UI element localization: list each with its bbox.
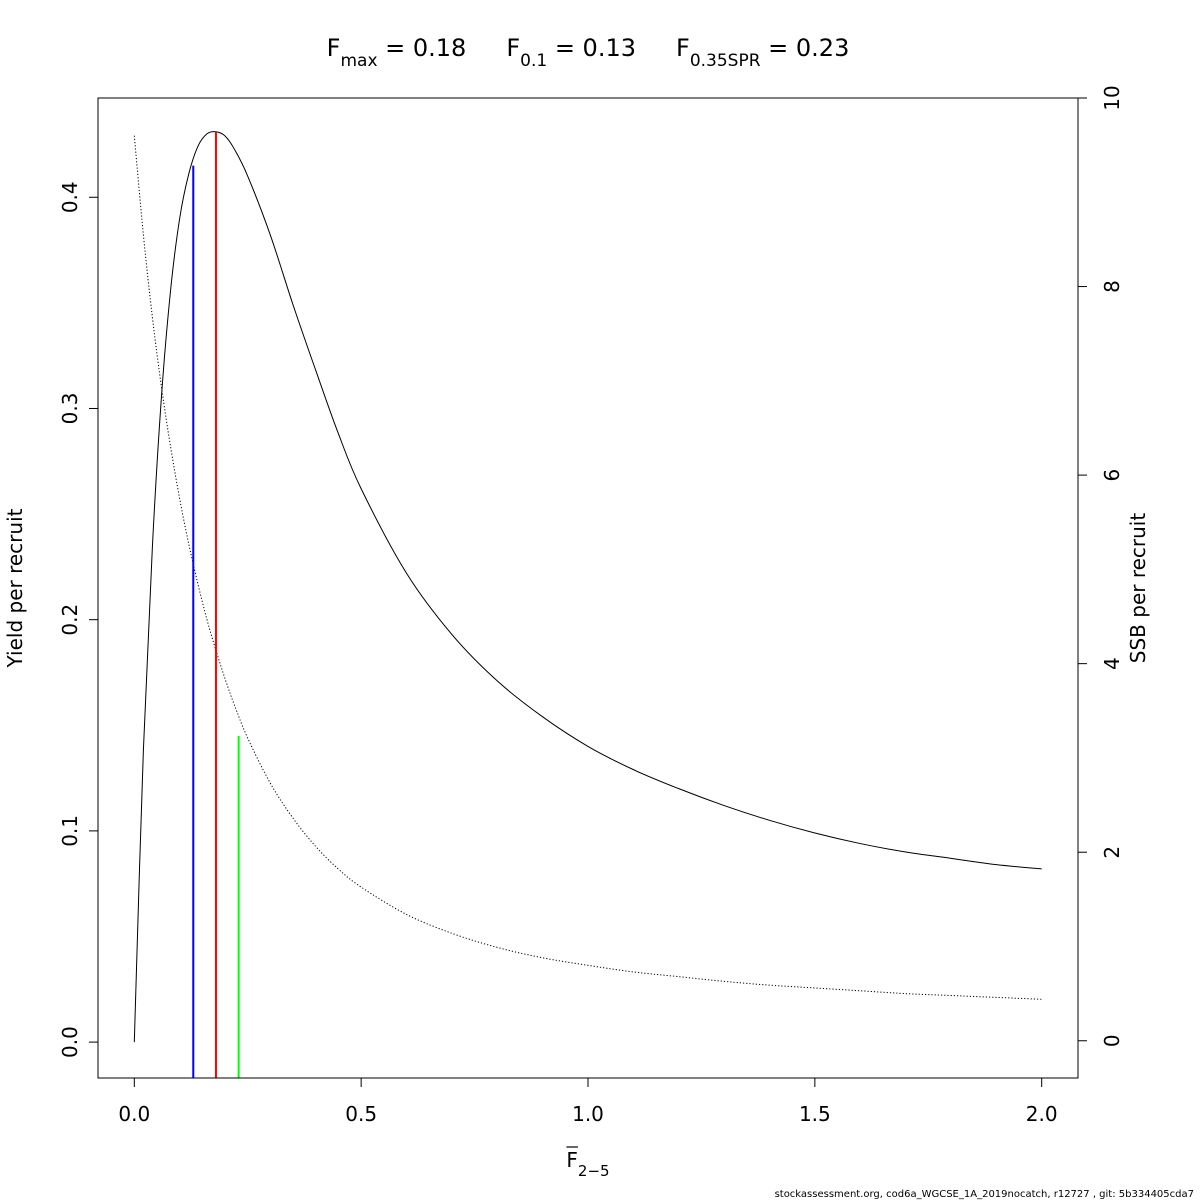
x-tick-label: 0.5 (345, 1102, 377, 1126)
y2-tick-label: 6 (1100, 469, 1124, 482)
y2-tick-label: 2 (1100, 846, 1124, 859)
footer-note: stockassessment.org, cod6a_WGCSE_1A_2019… (775, 1189, 1194, 1200)
y-tick-label: 0.0 (58, 1026, 82, 1058)
reference-lines-layer (192, 131, 240, 1078)
x-axis-title-symbol: F (566, 1148, 578, 1172)
y-tick-label: 0.1 (58, 815, 82, 847)
title-item-1-symbol: F (506, 34, 520, 62)
title-item-1-subscript: 0.1 (520, 51, 547, 71)
y-axis-right: 0 2 4 6 8 10 (1077, 85, 1124, 1047)
title-item-2-subscript: 0.35SPR (690, 51, 761, 71)
y-axis-left: 0.0 0.1 0.2 0.3 0.4 (58, 181, 99, 1058)
series-layer (133, 131, 1042, 1043)
x-tick-label: 2.0 (1026, 1102, 1058, 1126)
x-tick-label: 1.5 (799, 1102, 831, 1126)
y-axis-title: Yield per recruit (3, 508, 27, 668)
title-item-2-symbol: F (676, 34, 690, 62)
title-item-0-symbol: F (327, 34, 341, 62)
title-item-2-value: = 0.23 (761, 34, 850, 62)
x-axis-title-subscript: 2−5 (578, 1162, 610, 1180)
y2-tick-label: 4 (1100, 657, 1124, 670)
y-tick-label: 0.4 (58, 181, 82, 213)
ssb-per-recruit-curve (133, 135, 1042, 1000)
yield-per-recruit-curve (133, 131, 1042, 1043)
y-tick-label: 0.3 (58, 393, 82, 425)
title-item-0-subscript: max (340, 51, 377, 71)
x-tick-label: 1.0 (572, 1102, 604, 1126)
title-item-1-value: = 0.13 (547, 34, 636, 62)
y2-tick-label: 0 (1100, 1034, 1124, 1047)
x-axis: 0.0 0.5 1.0 1.5 2.0 (118, 1077, 1058, 1126)
chart-title: Fmax = 0.18 F0.1 = 0.13 F0.35SPR = 0.23 (327, 34, 850, 71)
y-tick-label: 0.2 (58, 604, 82, 636)
y2-axis-title: SSB per recruit (1126, 513, 1150, 664)
y2-tick-label: 8 (1100, 280, 1124, 293)
y2-tick-label: 10 (1100, 85, 1124, 110)
x-tick-label: 0.0 (118, 1102, 150, 1126)
title-item-0-value: = 0.18 (378, 34, 467, 62)
x-axis-title: F2−5 (566, 1148, 609, 1180)
